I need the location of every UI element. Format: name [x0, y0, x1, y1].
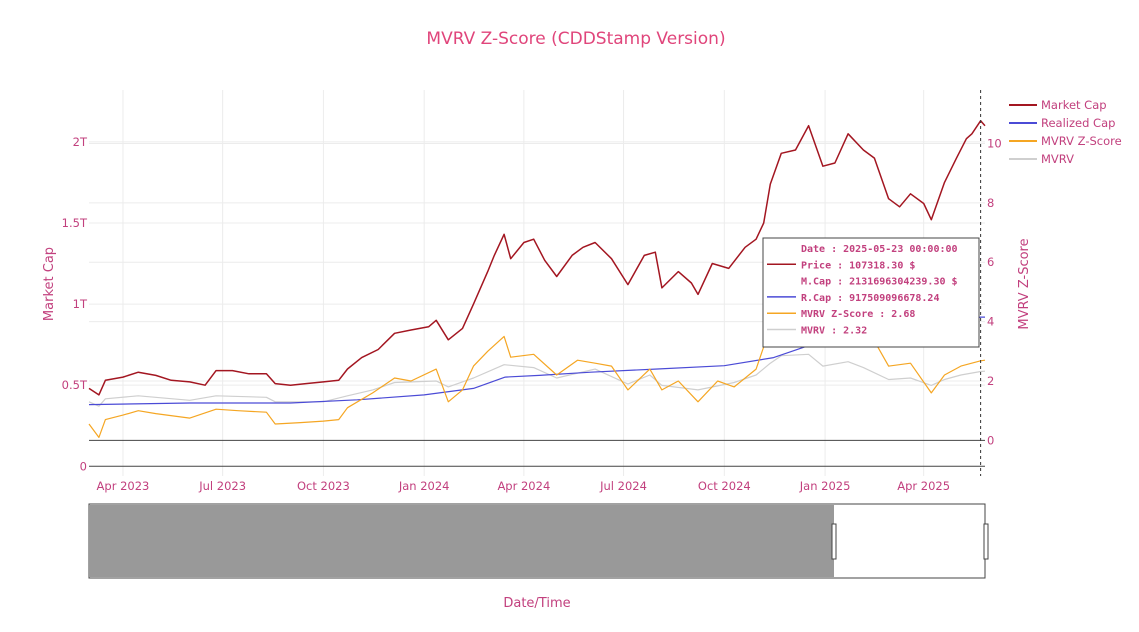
range-slider[interactable] — [88, 503, 989, 579]
hover-line-text: MVRV Z-Score : 2.68 — [801, 309, 915, 320]
x-tick-label: Apr 2023 — [97, 479, 150, 493]
hover-tooltip-box — [762, 237, 980, 348]
y2-tick-label: 6 — [987, 255, 994, 269]
x-tick-label: Apr 2025 — [897, 479, 950, 493]
hover-tooltip: Date : 2025-05-23 00:00:00 Price : 107318… — [762, 237, 980, 348]
series-line-mvrv — [88, 353, 986, 407]
y2-tick-label: 0 — [987, 433, 994, 447]
x-tick-label: Jul 2024 — [599, 479, 647, 493]
y-tick-label: 1.5T — [62, 216, 88, 230]
y-tick-label: 0 — [80, 459, 87, 473]
hover-line-text: Price : 107318.30 $ — [801, 259, 915, 271]
y-axis-ticks: 0 0.5T 1T 1.5T 2T — [62, 135, 88, 473]
x-axis-ticks: Apr 2023 Jul 2023 Oct 2023 Jan 2024 Apr 2024… — [97, 479, 951, 493]
y-tick-label: 0.5T — [62, 378, 88, 392]
hover-line-text: M.Cap : 2131696304239.30 $ — [801, 277, 958, 288]
chart-title: MVRV Z-Score (CDDStamp Version) — [426, 29, 725, 49]
x-tick-label: Oct 2024 — [698, 479, 751, 493]
x-tick-label: Jul 2023 — [198, 479, 246, 493]
y-tick-label: 1T — [73, 297, 88, 311]
x-tick-label: Oct 2023 — [297, 479, 350, 493]
y2-tick-label: 10 — [987, 136, 1002, 150]
hover-line-text: R.Cap : 917509096678.24 — [801, 293, 939, 304]
legend-item-label: Market Cap — [1041, 98, 1107, 112]
hover-line-text: MVRV : 2.32 — [801, 326, 867, 337]
x-tick-label: Jan 2024 — [398, 479, 450, 493]
x-tick-label: Apr 2024 — [497, 479, 550, 493]
y2-axis-title: MVRV Z-Score — [1017, 238, 1032, 329]
y-axis-title: Market Cap — [42, 247, 57, 321]
legend-item-label: MVRV Z-Score — [1041, 134, 1122, 148]
y2-axis-ticks: 0 2 4 6 8 10 — [987, 136, 1002, 447]
y2-tick-label: 8 — [987, 196, 994, 210]
hover-line-text: Date : 2025-05-23 00:00:00 — [801, 244, 958, 255]
range-slider-handle-left[interactable] — [831, 523, 837, 560]
series-line-market-cap — [88, 120, 986, 396]
range-slider-mask — [89, 505, 834, 577]
y-tick-label: 2T — [73, 135, 88, 149]
range-slider-handle-right[interactable] — [983, 523, 989, 560]
y2-tick-label: 4 — [987, 315, 994, 329]
y2-tick-label: 2 — [987, 374, 994, 388]
x-tick-label: Jan 2025 — [799, 479, 851, 493]
legend: Market Cap Realized Cap MVRV Z-Score MVRV — [1009, 98, 1122, 166]
x-axis-title: Date/Time — [503, 596, 570, 611]
legend-item-label: MVRV — [1041, 152, 1074, 166]
legend-item-label: Realized Cap — [1041, 116, 1115, 130]
grid — [89, 90, 985, 476]
